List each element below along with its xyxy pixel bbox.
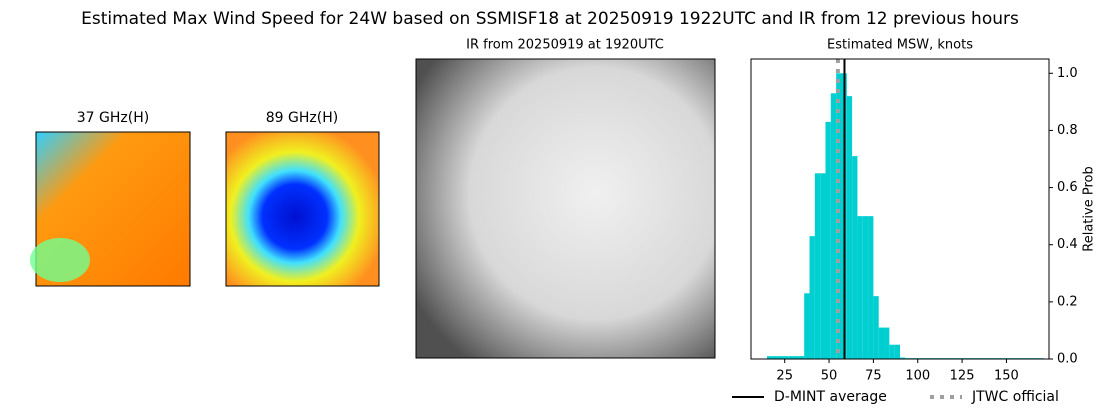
- bar: [900, 357, 906, 359]
- y-tick-label: 0.6: [1057, 180, 1078, 195]
- bar: [862, 216, 869, 359]
- bar: [889, 344, 895, 359]
- bar: [836, 73, 842, 360]
- bar: [857, 216, 863, 359]
- panel-title: IR from 20250919 at 1920UTC: [466, 38, 664, 53]
- bar: [878, 327, 885, 359]
- bar: [766, 356, 773, 359]
- figure-title: Estimated Max Wind Speed for 24W based o…: [81, 9, 1019, 29]
- bar: [868, 216, 874, 359]
- x-tick-label: 150: [994, 369, 1019, 384]
- image-ir: [415, 58, 716, 359]
- bar: [873, 296, 879, 359]
- panel-title: 37 GHz(H): [77, 110, 149, 126]
- y-tick-label: 0.0: [1057, 352, 1078, 367]
- x-tick-label: 50: [821, 369, 838, 384]
- bar: [884, 327, 890, 359]
- y-tick-label: 0.8: [1057, 123, 1078, 138]
- legend-label: D-MINT average: [774, 389, 887, 405]
- image-detail: [30, 238, 90, 282]
- bar: [788, 356, 794, 359]
- bar: [772, 356, 778, 359]
- bar: [830, 93, 837, 360]
- x-tick-label: 25: [776, 369, 793, 384]
- bar: [809, 236, 815, 359]
- y-tick-label: 0.2: [1057, 294, 1078, 309]
- y-tick-label: 1.0: [1057, 66, 1078, 81]
- y-tick-label: 0.4: [1057, 237, 1078, 252]
- bar: [846, 96, 853, 360]
- image-89ghz: [225, 131, 380, 287]
- bar: [798, 356, 805, 359]
- plot-frame: [750, 58, 1050, 360]
- x-tick-label: 100: [905, 369, 930, 384]
- x-tick-label: 75: [865, 369, 882, 384]
- bar: [804, 293, 810, 359]
- bar: [782, 356, 789, 359]
- bar: [894, 344, 900, 359]
- panel-title: 89 GHz(H): [266, 110, 338, 126]
- bar: [820, 173, 826, 359]
- legend-label: JTWC official: [971, 389, 1059, 405]
- x-tick-label: 125: [950, 369, 975, 384]
- bar: [852, 156, 858, 359]
- bar: [777, 356, 783, 359]
- bar: [814, 173, 821, 359]
- bar: [825, 121, 831, 359]
- chart-title: Estimated MSW, knots: [827, 38, 973, 53]
- y-axis-label: Relative Prob: [1082, 166, 1097, 251]
- bar: [793, 356, 799, 359]
